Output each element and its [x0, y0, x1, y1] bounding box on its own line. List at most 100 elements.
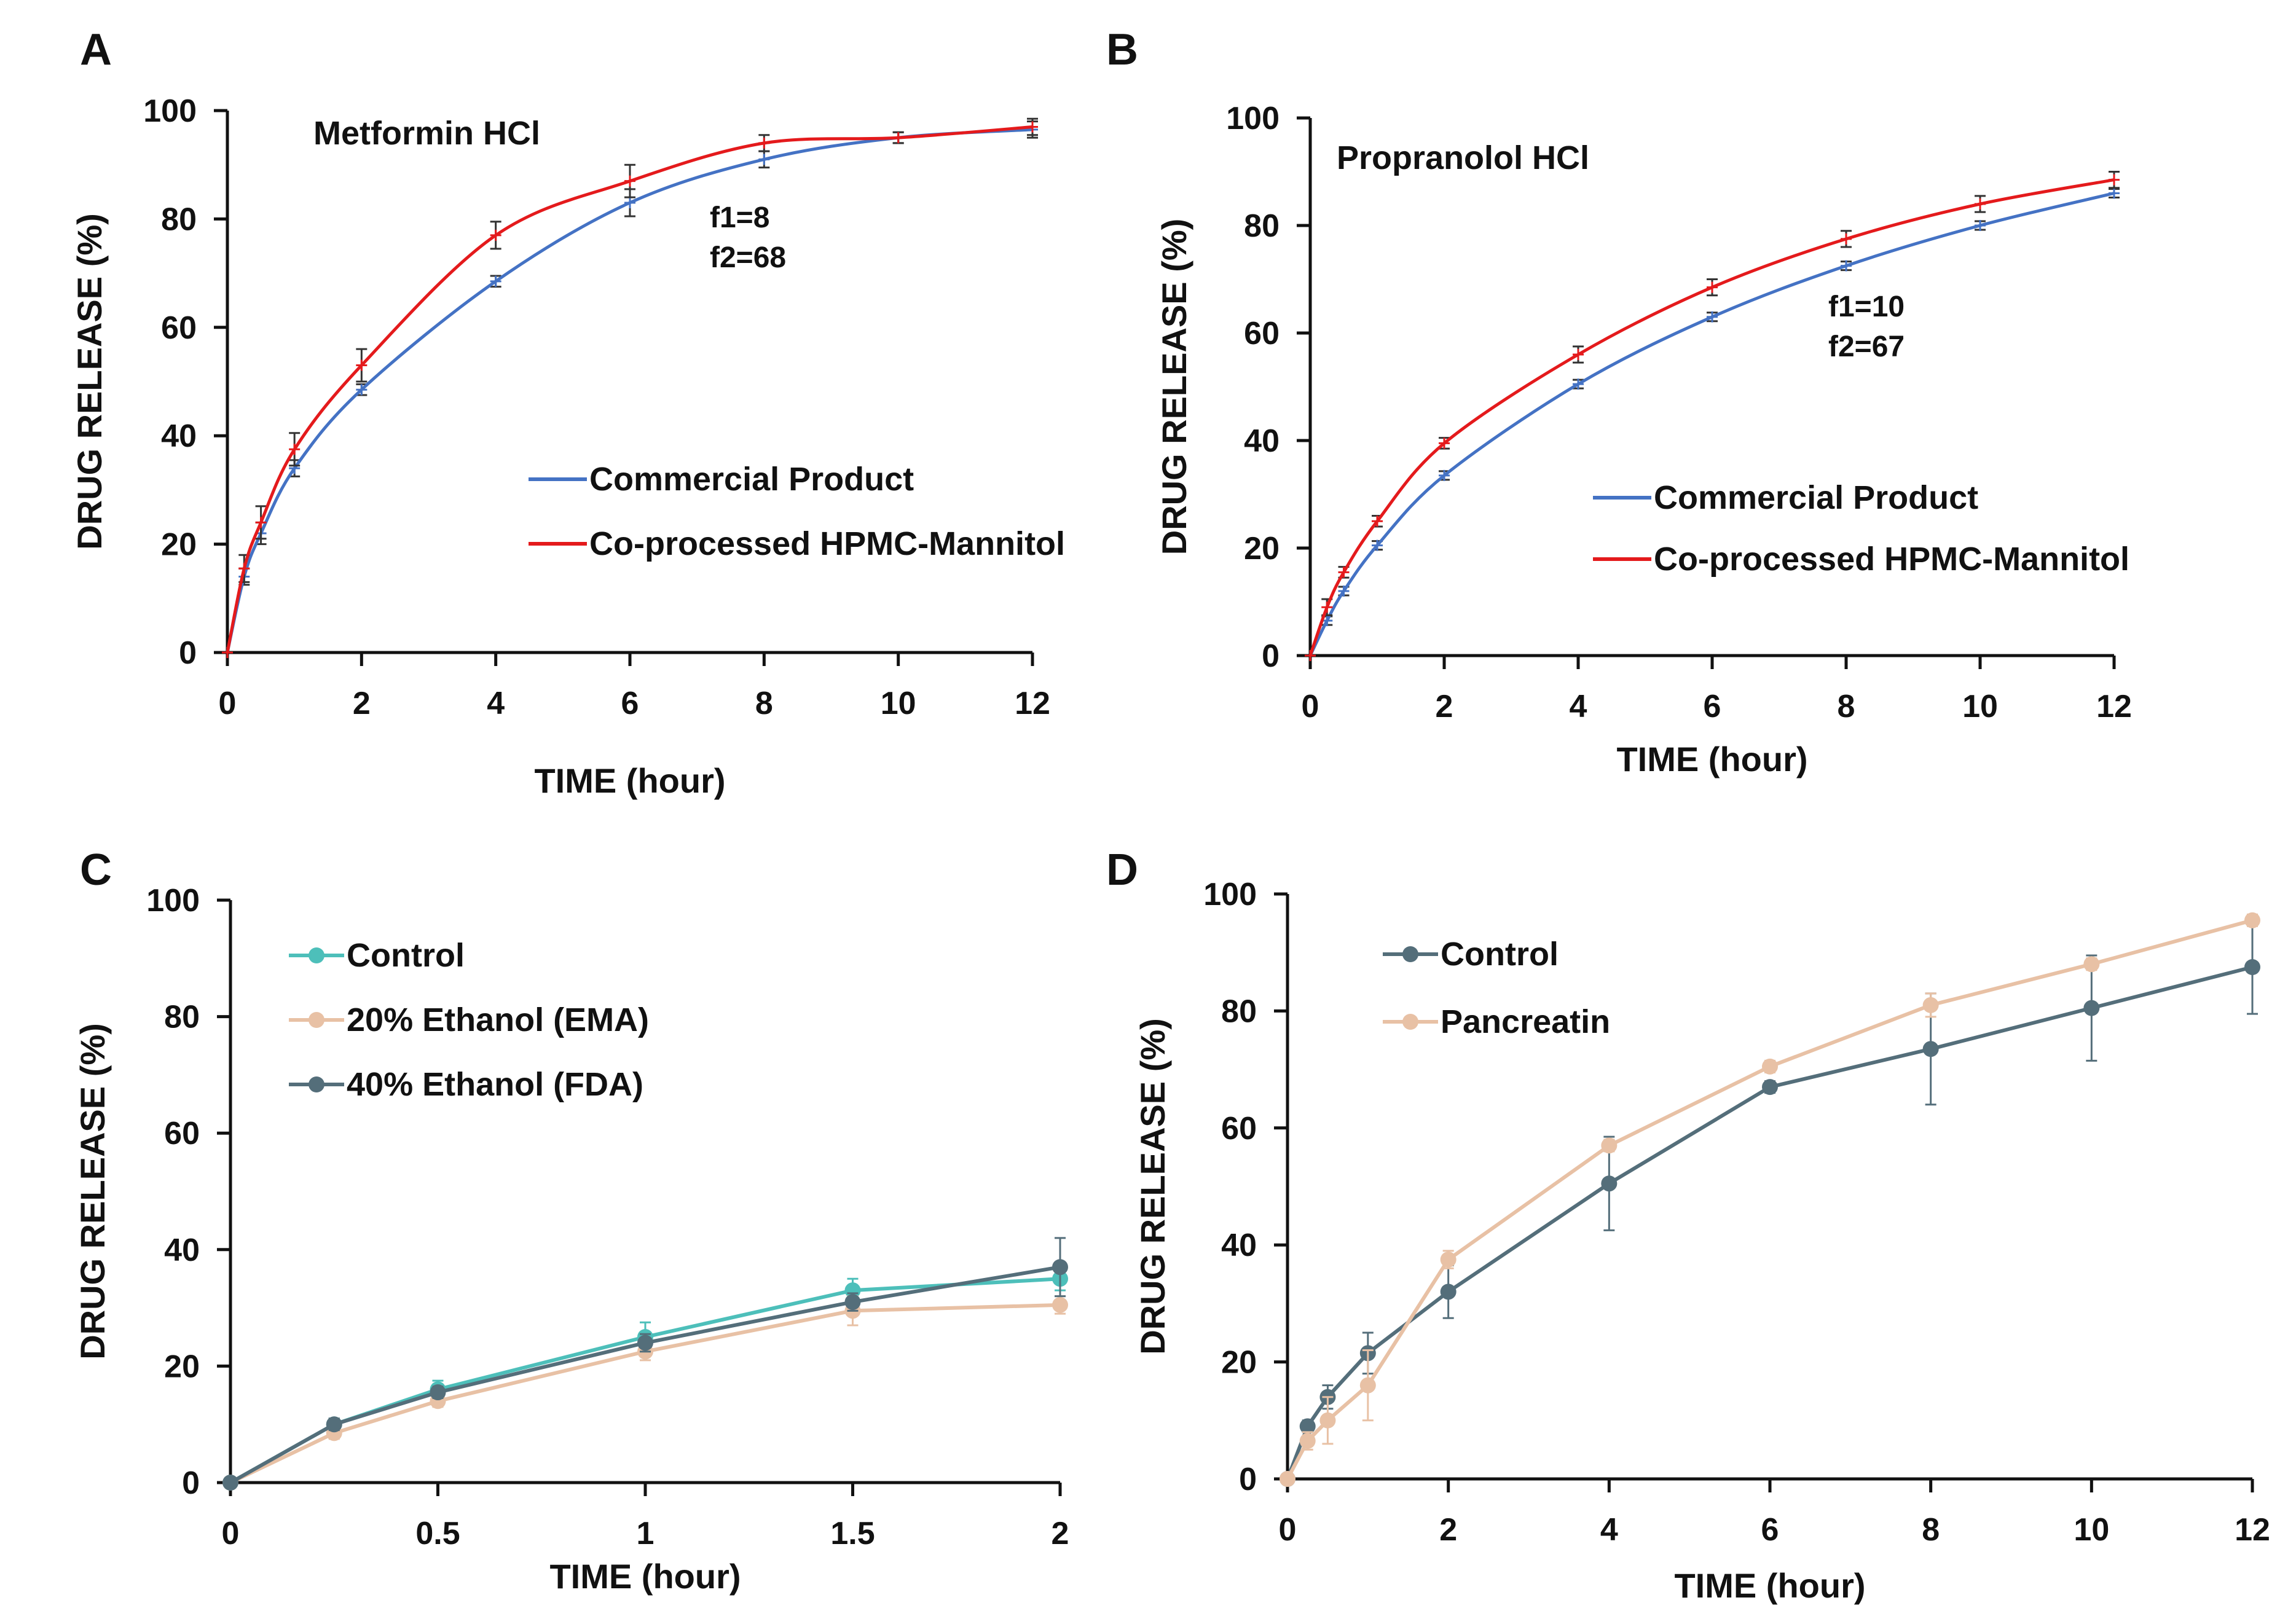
panel-d-data-point [1440, 1252, 1457, 1268]
panel-c-legend-marker [309, 947, 324, 963]
panel-d-legend-label: Pancreatin [1441, 1003, 1610, 1040]
panel-a-y-tick-label: 40 [161, 418, 197, 454]
panel-b-legend-label: Co-processed HPMC-Mannitol [1654, 541, 2129, 578]
panel-d-y-tick-label: 20 [1221, 1345, 1257, 1381]
panel-b-series-co-processed-hpmc-mannitol [1305, 171, 2120, 661]
panel-b-data-point [1707, 281, 1718, 293]
panel-b-data-point [1975, 198, 1986, 210]
panel-a-data-point [222, 647, 233, 658]
panel-b-x-axis-label: TIME (hour) [1616, 740, 1807, 778]
panel-a-series-co-processed-hpmc-mannitol [222, 117, 1038, 658]
panel-c-legend-item: 20% Ethanol (EMA) [289, 1002, 649, 1038]
panel-c-y-tick-label: 100 [146, 883, 200, 919]
panel-c-y-tick-label: 80 [164, 1000, 200, 1035]
panel-b-similarity-stat: f2=67 [1828, 331, 1905, 363]
panel-b-y-axis-label: DRUG RELEASE (%) [1155, 219, 1193, 555]
panel-d-x-tick-label: 8 [1922, 1512, 1940, 1548]
panel-a-y-tick-label: 0 [179, 635, 197, 671]
panel-d: D 0 2 4 6 8 10 12 0 20 40 60 80 100 TIME (hour) DRUG R… [1106, 845, 2270, 1605]
panel-b-x-tick-label: 4 [1570, 689, 1587, 724]
panel-a-data-point [356, 359, 368, 371]
panel-b-x-tick-label: 12 [2096, 689, 2132, 724]
panel-b-data-point [1841, 233, 1852, 245]
panel-c-data-point [326, 1416, 342, 1433]
panel-a-similarity-stat: f2=68 [710, 241, 786, 274]
panel-label-d: D [1106, 845, 1138, 895]
panel-b-series-commercial-product [1305, 187, 2120, 661]
panel-b: B 0 2 4 6 8 10 12 0 20 40 60 80 100 TIME (hour) DRUG R… [1106, 25, 2132, 778]
panel-a-x-tick-label: 12 [1015, 686, 1050, 721]
panel-a-data-point [892, 132, 904, 144]
panel-b-data-point [2109, 187, 2120, 199]
panel-d-data-point [2244, 912, 2260, 928]
panel-b-data-point [2109, 174, 2120, 186]
panel-d-series-control [1280, 919, 2260, 1487]
panel-c-series-40-ethanol-fda [222, 1237, 1068, 1491]
panel-a-legend-item: Co-processed HPMC-Mannitol [529, 525, 1065, 562]
panel-d-data-point [1359, 1377, 1376, 1394]
panel-c-data-point [1052, 1259, 1068, 1276]
panel-a-x-tick-label: 0 [219, 686, 237, 721]
panel-label-c: C [80, 845, 112, 895]
panel-c-x-tick-label: 1 [637, 1516, 655, 1551]
panel-b-legend-item: Commercial Product [1593, 479, 1978, 516]
panel-b-data-point [1372, 515, 1383, 527]
panel-b-drug-annotation: Propranolol HCl [1337, 139, 1589, 176]
panel-b-x-tick-label: 2 [1436, 689, 1453, 724]
panel-a-x-tick-label: 4 [487, 686, 505, 721]
panel-d-data-point [1440, 1284, 1457, 1300]
panel-a-data-point [624, 175, 635, 187]
panel-a-x-tick-label: 2 [353, 686, 371, 721]
panel-b-y-tick-label: 80 [1244, 208, 1280, 244]
panel-b-line-commercial-product [1308, 192, 2115, 657]
panel-a-y-tick-label: 60 [161, 310, 197, 346]
panel-d-legend-item: Control [1383, 936, 1559, 973]
panel-b-y-tick-label: 60 [1244, 316, 1280, 351]
panel-d-data-point [1299, 1418, 1316, 1435]
panel-c-y-tick-label: 40 [164, 1233, 200, 1268]
panel-c-y-tick-label: 0 [182, 1465, 200, 1501]
panel-b-data-point [1321, 602, 1333, 613]
panel-b-data-point [1305, 650, 1316, 661]
panel-a-data-point [490, 229, 501, 241]
panel-d-x-tick-label: 0 [1279, 1512, 1297, 1548]
panel-c-data-point [222, 1475, 238, 1491]
panel-b-data-point [1338, 586, 1350, 597]
panel-c-line-40-ethanol-fda [229, 1265, 1061, 1484]
panel-c-line-20-ethanol-ema [229, 1303, 1061, 1484]
panel-c-legend-label: Control [347, 937, 465, 974]
panel-b-x-tick-label: 6 [1704, 689, 1721, 724]
panel-c-x-tick-label: 0.5 [415, 1516, 460, 1551]
panel-b-x-tick-label: 10 [1962, 689, 1998, 724]
panel-c-legend-item: 40% Ethanol (FDA) [289, 1066, 643, 1103]
panel-b-y-tick-label: 100 [1226, 101, 1280, 136]
panel-d-y-axis-label: DRUG RELEASE (%) [1133, 1018, 1172, 1355]
panel-a-drug-annotation: Metformin HCl [313, 115, 540, 152]
panel-b-legend-item: Co-processed HPMC-Mannitol [1593, 541, 2129, 578]
panel-d-x-tick-label: 10 [2074, 1512, 2109, 1548]
panel-d-legend-item: Pancreatin [1383, 1003, 1610, 1040]
panel-b-similarity-stat: f1=10 [1828, 291, 1905, 323]
panel-d-legend-label: Control [1441, 936, 1559, 973]
panel-c-data-point [637, 1335, 653, 1351]
panel-c-x-tick-label: 0 [222, 1516, 240, 1551]
panel-b-data-point [1573, 378, 1584, 390]
panel-b-legend-label: Commercial Product [1654, 479, 1978, 516]
panel-b-line-co-processed-hpmc-mannitol [1308, 178, 2115, 656]
panel-d-data-point [2083, 956, 2100, 973]
panel-a-data-point [490, 275, 501, 287]
panel-c-legend-label: 40% Ethanol (FDA) [347, 1066, 643, 1103]
panel-d-data-point [1299, 1433, 1316, 1449]
panel-a-data-point [255, 517, 267, 528]
panel-d-data-point [2244, 959, 2260, 975]
panel-b-y-tick-label: 20 [1244, 531, 1280, 566]
panel-b-data-point [1975, 220, 1986, 231]
panel-b-y-tick-label: 40 [1244, 423, 1280, 459]
panel-c-legend-label: 20% Ethanol (EMA) [347, 1002, 649, 1038]
panel-label-a: A [80, 25, 112, 74]
panel-d-data-point [1922, 1041, 1939, 1057]
panel-a-x-tick-label: 6 [621, 686, 639, 721]
panel-b-data-point [1439, 437, 1450, 449]
panel-d-data-point [1922, 997, 1939, 1013]
